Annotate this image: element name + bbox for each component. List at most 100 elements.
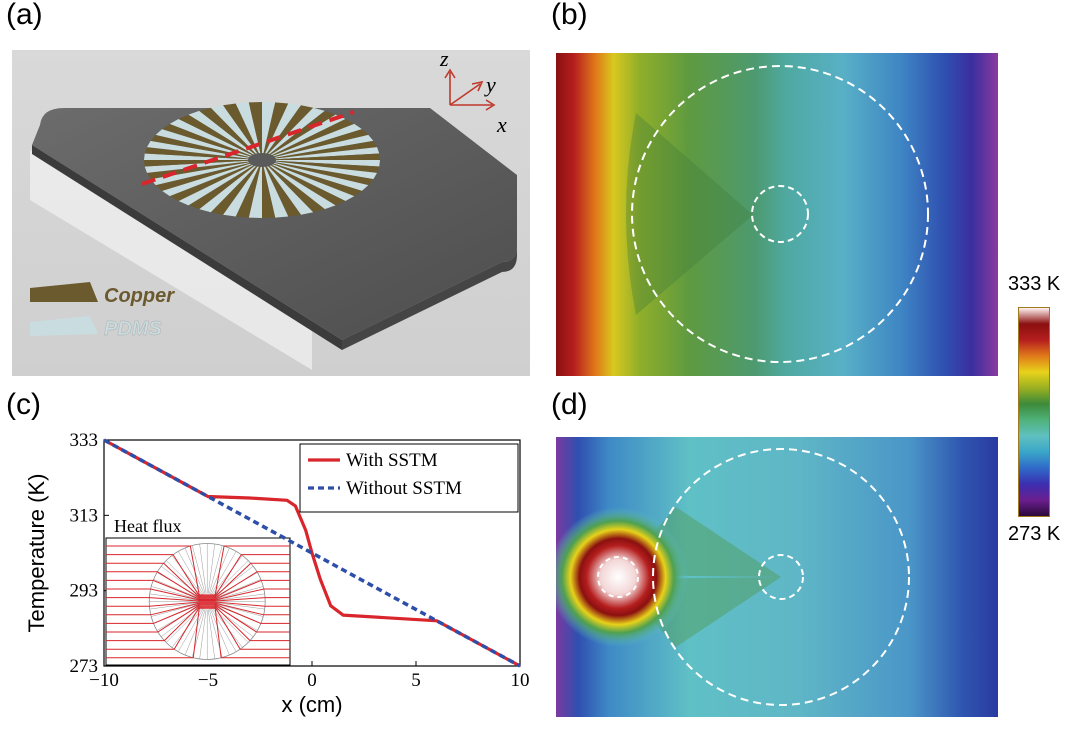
disc-sector: [169, 118, 262, 160]
legend-entry: Without SSTM: [346, 478, 462, 499]
colorbar-max-label: 333 K: [1008, 273, 1061, 295]
disc-sector: [262, 160, 276, 218]
disc-sector: [262, 160, 369, 191]
disc-sector: [150, 160, 262, 186]
series-without-sstm: [103, 438, 521, 668]
y-tick-label: 333: [70, 430, 99, 451]
disc-sector: [235, 160, 262, 218]
disc-sector: [144, 147, 262, 160]
disc-sector: [262, 160, 374, 186]
disc-sector: [210, 160, 262, 215]
flux-line: [106, 545, 290, 596]
x-tick-label: −10: [89, 670, 119, 691]
disc-sector: [262, 160, 380, 167]
panel-d-thermal-map: [556, 437, 998, 717]
disc-sector: [262, 160, 380, 173]
panel-a-schematic: z y x Copper PDMS: [12, 50, 530, 376]
disc-sector: [262, 102, 289, 160]
panel-c-line-chart: −10 −5 0 5 10 273 293 313 333 x (cm) Temperature (…: [24, 430, 530, 717]
disc-sector: [262, 160, 362, 197]
inner-dashed-circle: [758, 554, 804, 600]
disc-sector: [262, 147, 380, 160]
legend-entry: With SSTM: [346, 450, 438, 471]
panel-label-a: (a): [6, 0, 43, 31]
flux-line: [106, 603, 290, 624]
x-axis-label: x (cm): [281, 692, 342, 717]
disc-sector: [199, 160, 262, 213]
y-axis-label: Temperature (K): [24, 474, 49, 633]
disc-sector: [262, 102, 276, 160]
disc-sector: [262, 140, 378, 160]
flux-line: [106, 605, 290, 642]
disc-sector: [155, 160, 262, 191]
disc-sector: [262, 134, 374, 160]
flux-line: [106, 602, 290, 616]
panel-b-thermal-map: [556, 53, 998, 376]
disc-sector: [188, 110, 262, 160]
outer-dashed-circle: [631, 65, 929, 363]
disc-sector: [178, 160, 262, 206]
disc-sector: [262, 160, 346, 206]
flux-line: [106, 604, 290, 633]
axes-indicator: [444, 68, 496, 111]
axis-z-label: z: [439, 50, 449, 71]
outer-dashed-circle: [652, 448, 910, 706]
sstm-disc: [144, 102, 380, 218]
disc-sector: [262, 129, 369, 160]
panel-label-d: (d): [551, 388, 588, 421]
disc-sector: [262, 160, 325, 213]
y-tick-label: 273: [70, 656, 99, 677]
axis-y-label: y: [484, 72, 496, 97]
disc-sector: [262, 103, 301, 160]
flux-line: [106, 562, 290, 598]
disc-sector: [262, 114, 346, 160]
panel-label-c: (c): [6, 388, 41, 421]
disc-sector: [262, 153, 380, 160]
x-tick-label: −5: [198, 670, 218, 691]
panel-label-b: (b): [551, 0, 588, 31]
x-tick-label: 10: [511, 670, 530, 691]
disc-sector: [262, 118, 355, 160]
flux-line: [106, 579, 290, 600]
disc-sector: [262, 160, 314, 215]
copper-swatch: [30, 282, 98, 302]
y-tick-label: 293: [70, 581, 99, 602]
disc-sector: [262, 160, 301, 217]
flux-line: [106, 606, 290, 650]
inset-title: Heat flux: [114, 516, 181, 536]
axis-x-label: x: [496, 112, 507, 137]
disc-sector: [248, 160, 262, 218]
copper-label: Copper: [104, 285, 175, 307]
disc-sector: [144, 160, 262, 173]
disc-sector: [262, 160, 289, 218]
disc-sector: [144, 160, 262, 167]
disc-sector: [262, 123, 362, 160]
flux-line: [106, 554, 290, 597]
cut-line: [141, 110, 355, 186]
x-tick-label: 0: [307, 670, 317, 691]
series-with-sstm: [103, 438, 521, 668]
disc-sector: [146, 140, 262, 160]
disc-sector: [144, 153, 262, 160]
disc-sector: [178, 114, 262, 160]
flux-line: [106, 571, 290, 599]
flux-line: [106, 588, 290, 601]
disc-sector: [188, 160, 262, 210]
disc-sector: [262, 160, 336, 210]
source-dashed-circle: [597, 556, 639, 598]
pdms-swatch: [30, 316, 98, 336]
colorbar-min-label: 273 K: [1008, 523, 1061, 545]
y-tick-label: 313: [70, 505, 99, 526]
legend-box: [299, 443, 519, 513]
flux-line: [106, 597, 290, 602]
flux-line: [106, 607, 290, 659]
disc-sector: [262, 160, 378, 180]
colorbar: [1018, 307, 1050, 517]
disc-sector: [262, 160, 355, 202]
pdms-label: PDMS: [104, 318, 162, 340]
flux-line: [106, 601, 290, 607]
disc-sector: [169, 160, 262, 202]
disc-sector: [223, 160, 262, 217]
inner-dashed-circle: [751, 185, 809, 243]
x-tick-label: 5: [411, 670, 421, 691]
